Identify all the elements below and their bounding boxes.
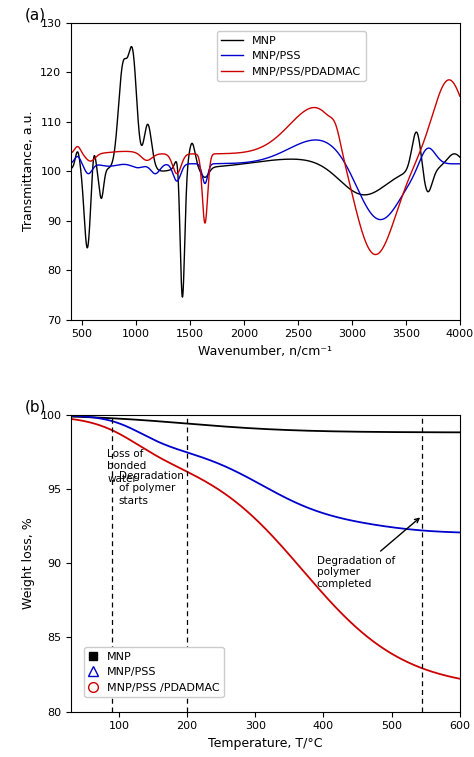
Line: MNP: MNP: [71, 47, 460, 297]
MNP: [374, 428, 380, 437]
MNP: [321, 163, 327, 172]
MNP/PSS /PDADMAC: [446, 671, 451, 681]
Legend: MNP, MNP/PSS, MNP/PSS/PDADMAC: MNP, MNP/PSS, MNP/PSS/PDADMAC: [217, 31, 366, 81]
MNP/PSS/PDADMAC: [217, 149, 222, 158]
MNP: [88, 413, 94, 422]
MNP/PSS/PDADMAC: [139, 153, 145, 162]
MNP/PSS: [247, 474, 253, 483]
MNP/PSS: [301, 138, 307, 147]
MNP/PSS: [457, 528, 463, 537]
MNP/PSS: [358, 192, 364, 201]
MNP/PSS/PDADMAC: [358, 224, 364, 233]
X-axis label: Wavenumber, n/cm⁻¹: Wavenumber, n/cm⁻¹: [199, 345, 332, 358]
MNP: [446, 428, 451, 437]
MNP/PSS: [321, 137, 327, 146]
Text: (a): (a): [25, 8, 46, 23]
MNP/PSS: [68, 411, 74, 420]
MNP: [388, 177, 394, 186]
MNP/PSS: [217, 159, 222, 168]
MNP/PSS: [388, 208, 394, 217]
MNP/PSS/PDADMAC: [68, 148, 74, 157]
MNP/PSS: [374, 521, 380, 530]
MNP/PSS /PDADMAC: [247, 509, 253, 519]
Legend: MNP, MNP/PSS, MNP/PSS /PDADMAC: MNP, MNP/PSS, MNP/PSS /PDADMAC: [84, 647, 224, 697]
MNP: [457, 428, 463, 437]
MNP/PSS: [446, 528, 451, 537]
MNP: [217, 162, 223, 171]
Text: Loss of
bonded
water: Loss of bonded water: [107, 449, 146, 484]
MNP: [247, 424, 253, 433]
MNP/PSS/PDADMAC: [447, 75, 452, 84]
MNP/PSS/PDADMAC: [388, 226, 393, 235]
Line: MNP/PSS/PDADMAC: MNP/PSS/PDADMAC: [71, 79, 460, 254]
Text: Degradation
of polymer
starts: Degradation of polymer starts: [119, 471, 184, 506]
MNP/PSS/PDADMAC: [457, 92, 463, 101]
MNP: [257, 424, 263, 433]
MNP: [180, 292, 185, 301]
MNP: [358, 190, 364, 199]
MNP/PSS /PDADMAC: [88, 418, 94, 427]
MNP: [457, 153, 463, 162]
MNP/PSS /PDADMAC: [374, 640, 380, 649]
MNP/PSS: [313, 136, 319, 145]
MNP/PSS: [457, 159, 463, 168]
Text: (b): (b): [25, 400, 46, 415]
MNP: [68, 164, 74, 173]
Text: Degradation of
polymer
completed: Degradation of polymer completed: [317, 519, 419, 589]
MNP/PSS/PDADMAC: [321, 107, 327, 117]
X-axis label: Temperature, T/°C: Temperature, T/°C: [208, 737, 323, 750]
MNP/PSS/PDADMAC: [301, 107, 307, 116]
Line: MNP: MNP: [71, 416, 460, 432]
MNP/PSS /PDADMAC: [457, 674, 463, 684]
MNP/PSS: [139, 163, 145, 172]
Line: MNP/PSS /PDADMAC: MNP/PSS /PDADMAC: [71, 419, 460, 679]
Y-axis label: Weight loss, %: Weight loss, %: [22, 517, 35, 609]
MNP/PSS: [68, 158, 74, 167]
Line: MNP/PSS: MNP/PSS: [71, 140, 460, 220]
Y-axis label: Transmittance, a.u.: Transmittance, a.u.: [22, 111, 35, 232]
MNP: [68, 412, 74, 421]
MNP: [446, 428, 451, 437]
MNP: [301, 155, 307, 164]
MNP/PSS /PDADMAC: [257, 519, 263, 528]
MNP: [139, 141, 145, 150]
MNP: [128, 42, 134, 51]
MNP/PSS/PDADMAC: [373, 250, 378, 259]
Line: MNP/PSS: MNP/PSS: [71, 416, 460, 532]
MNP/PSS: [378, 215, 383, 224]
MNP/PSS /PDADMAC: [68, 414, 74, 423]
MNP/PSS: [88, 413, 94, 422]
MNP/PSS: [446, 528, 451, 537]
MNP/PSS /PDADMAC: [446, 671, 451, 681]
MNP/PSS: [257, 480, 263, 489]
